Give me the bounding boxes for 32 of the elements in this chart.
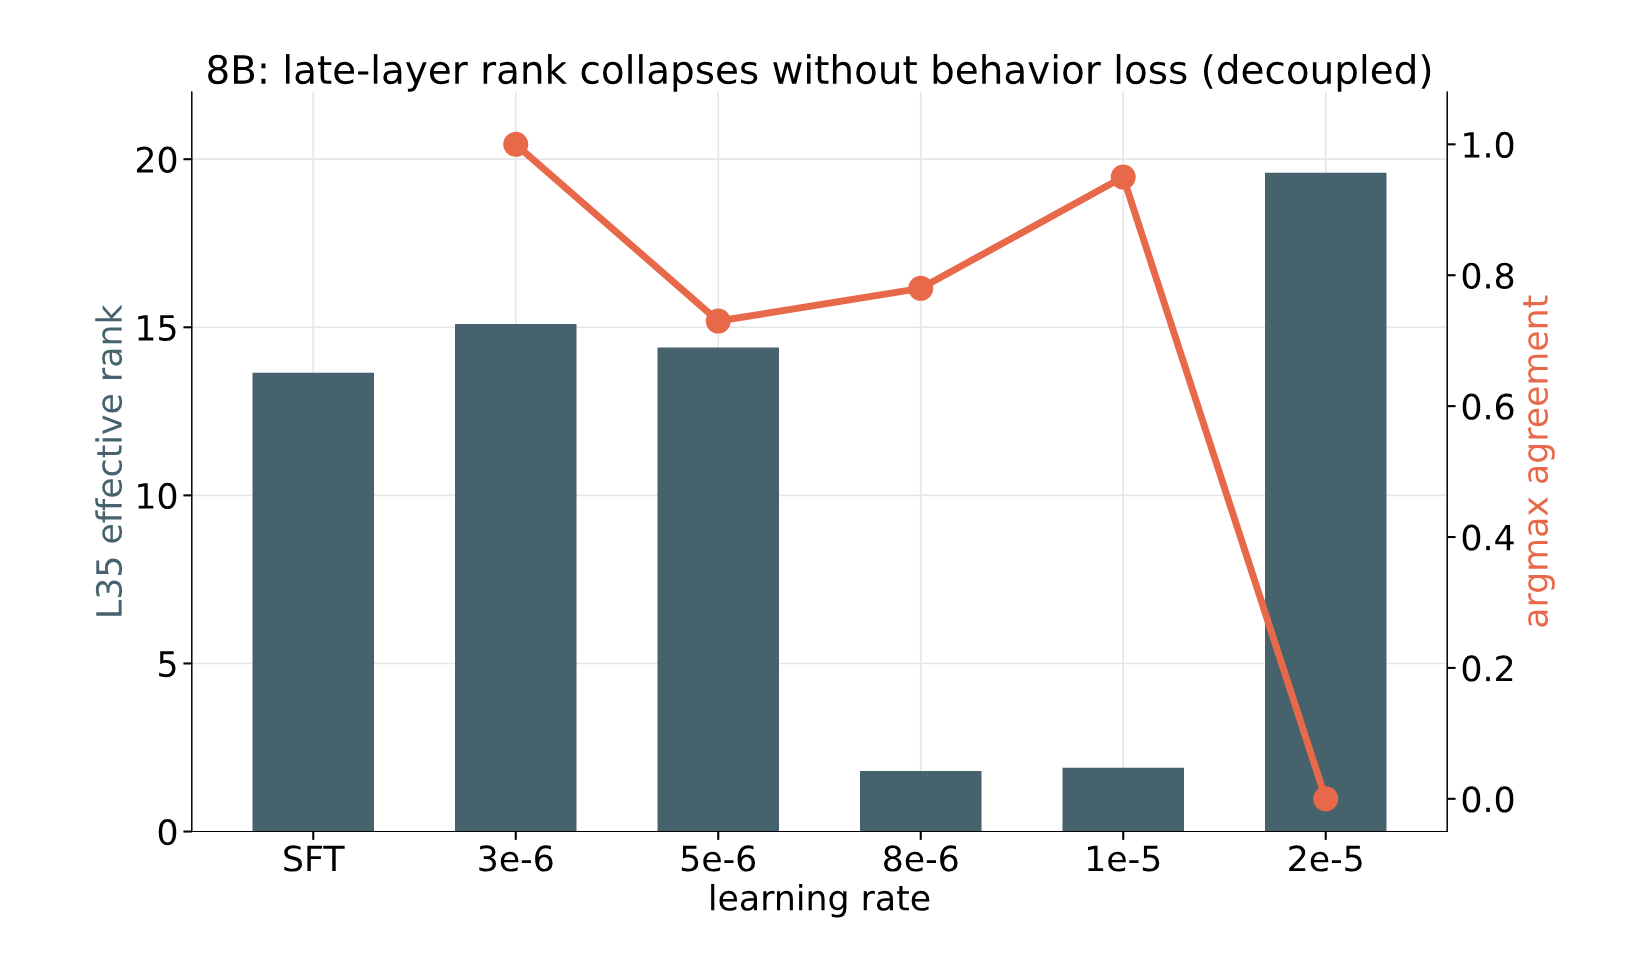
point	[705, 308, 731, 334]
point	[908, 275, 934, 301]
x-tick-label: SFT	[284, 845, 345, 872]
y-tick-label: 10	[138, 482, 177, 510]
bar	[455, 323, 577, 832]
point	[503, 131, 529, 157]
y2-axis-title: argmax agreement	[1523, 295, 1555, 627]
bar	[860, 771, 982, 832]
x-tick-label: 3e-6	[479, 845, 553, 872]
y2-tick-label: 0.2	[1462, 655, 1513, 682]
bar	[657, 347, 779, 832]
x-tick-label: 2e-5	[1289, 845, 1362, 872]
x-tick-label: 5e-6	[681, 845, 756, 872]
y2-tick-label: 0.8	[1462, 262, 1514, 289]
y-tick-label: 5	[159, 651, 176, 678]
y2-tick-label: 0.4	[1462, 524, 1514, 551]
bar	[252, 372, 375, 832]
y-tick-label: 0	[158, 818, 177, 846]
y-tick-label: 20	[136, 146, 177, 173]
x-tick-label: 8e-6	[884, 845, 958, 872]
x-tick-label: 1e-5	[1088, 845, 1160, 872]
y2-tick-label: 0.6	[1462, 393, 1514, 420]
bar	[1264, 172, 1387, 832]
point	[1313, 786, 1339, 812]
point	[1110, 164, 1136, 190]
y2-tick-label: 0.0	[1462, 786, 1514, 813]
x-axis-title: learning rate	[711, 883, 930, 918]
chart-title: 8B: late-layer rank collapses without behavior loss (decoupled)	[208, 54, 1431, 92]
y2-tick-label: 1.0	[1464, 131, 1514, 159]
y-axis-title: L35 effective rank	[95, 304, 123, 616]
bar	[1062, 767, 1184, 832]
y-tick-label: 15	[138, 315, 176, 341]
